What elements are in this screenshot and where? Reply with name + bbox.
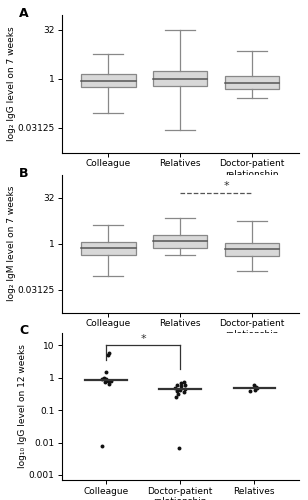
Text: *: *: [140, 334, 146, 344]
Point: [179, 382, 184, 390]
Point: [182, 378, 187, 386]
Point: [175, 380, 180, 388]
Text: *: *: [224, 182, 230, 192]
Point: [107, 380, 111, 388]
Point: [173, 384, 178, 392]
Text: B: B: [19, 167, 28, 180]
Point: [182, 382, 187, 390]
Point: [103, 375, 108, 383]
Y-axis label: log₁₀ IgG level on 12 weeks: log₁₀ IgG level on 12 weeks: [18, 344, 27, 468]
Point: [182, 384, 187, 392]
Bar: [225, 76, 279, 88]
Point: [252, 386, 257, 394]
Bar: [81, 242, 136, 255]
Point: [103, 378, 108, 386]
Point: [104, 376, 109, 384]
Point: [101, 374, 106, 382]
Point: [176, 390, 180, 398]
Text: A: A: [19, 6, 29, 20]
Point: [99, 374, 104, 382]
Point: [105, 351, 110, 359]
Point: [248, 388, 253, 396]
Bar: [153, 234, 208, 248]
Point: [253, 383, 258, 391]
Y-axis label: log₂ IgG level on 7 weeks: log₂ IgG level on 7 weeks: [7, 26, 16, 141]
Point: [107, 348, 112, 356]
Bar: [225, 243, 279, 256]
Point: [175, 386, 180, 394]
Point: [178, 379, 183, 387]
Point: [106, 378, 111, 386]
Point: [108, 376, 113, 384]
Point: [252, 382, 257, 390]
Text: C: C: [19, 324, 28, 336]
Point: [176, 444, 181, 452]
Point: [254, 384, 259, 392]
Point: [173, 394, 178, 402]
Point: [103, 368, 108, 376]
Bar: [153, 71, 208, 86]
Y-axis label: log₂ IgM level on 7 weeks: log₂ IgM level on 7 weeks: [7, 186, 16, 302]
Bar: [81, 74, 136, 86]
Point: [182, 388, 187, 396]
Point: [99, 442, 104, 450]
Point: [177, 386, 182, 394]
